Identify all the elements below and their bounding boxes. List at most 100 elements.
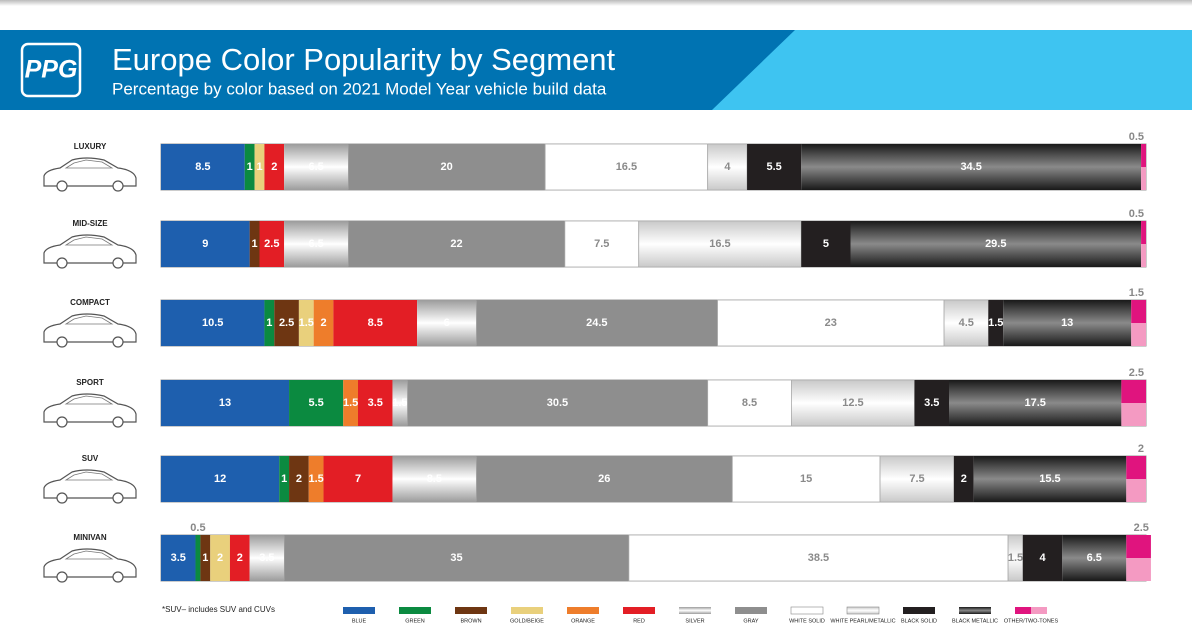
bar-segment (1126, 535, 1151, 558)
legend-swatch (846, 606, 880, 615)
bar-segment (161, 535, 196, 581)
category-label: SPORT (76, 378, 104, 387)
bar-segment (264, 300, 275, 346)
value-label: 8.5 (368, 317, 383, 329)
value-label: 2 (1138, 443, 1144, 455)
chart-title: Europe Color Popularity by Segment (112, 42, 616, 77)
value-label: 2 (961, 473, 967, 485)
value-label: 15.5 (1039, 473, 1060, 485)
value-label: 6 (444, 317, 450, 329)
bar-segment (407, 380, 708, 426)
bar-segment (279, 456, 290, 502)
bar-segment (879, 455, 955, 503)
bar-segment (717, 299, 945, 347)
top-shadow (0, 0, 1192, 6)
bar-segment (200, 535, 211, 581)
bar-segment (289, 456, 309, 502)
bar-segment (914, 380, 949, 426)
value-label: 38.5 (808, 552, 829, 564)
value-label: 13 (1061, 317, 1073, 329)
value-label: 9 (202, 238, 208, 250)
legend-label: GOLD/BEIGE (510, 618, 544, 624)
legend-label: GRAY (743, 618, 759, 624)
value-label: 12 (214, 473, 226, 485)
value-label: 4.5 (959, 317, 974, 329)
legend-label: GREEN (405, 618, 425, 624)
bar-segment (343, 380, 358, 426)
bar-segment (1062, 535, 1127, 581)
value-label: 15 (800, 473, 812, 485)
bar-segment (244, 144, 255, 190)
bar-segment-lower (1126, 558, 1151, 581)
category-label: LUXURY (74, 142, 107, 151)
bar-segment (259, 221, 285, 267)
value-label: 3.5 (924, 397, 939, 409)
bar-segment (544, 143, 709, 191)
bar-segment (323, 456, 393, 502)
bar-segment (284, 144, 349, 190)
bar-segment (210, 535, 230, 581)
legend-label: WHITE SOLID (789, 618, 825, 624)
bar-segment (392, 456, 477, 502)
legend-swatch (1015, 607, 1031, 614)
car-icon (43, 313, 137, 348)
value-label: 1 (247, 161, 253, 173)
value-label: 1 (256, 161, 262, 173)
legend-label: OTHER/TWO-TONES (1004, 618, 1059, 624)
bar-segment (254, 144, 265, 190)
legend-swatch (790, 606, 824, 615)
bar-segment (707, 143, 748, 191)
legend-swatch (399, 607, 431, 614)
value-label: 16.5 (616, 161, 637, 173)
bar-segment (284, 221, 349, 267)
value-label: 2 (271, 161, 277, 173)
legend-swatch (343, 607, 375, 614)
bar-segment (161, 456, 280, 502)
category-label: SUV (82, 454, 99, 463)
value-label: 1.5 (1008, 552, 1023, 564)
value-label: 30.5 (547, 397, 568, 409)
value-label: 6.5 (308, 161, 323, 173)
bar-segment-lower (1126, 479, 1146, 502)
legend-swatch (959, 607, 991, 614)
chart-subtitle: Percentage by color based on 2021 Model … (112, 79, 607, 98)
legend-label: BLACK SOLID (901, 618, 937, 624)
value-label: 0.5 (1129, 131, 1144, 143)
value-label: 6.5 (308, 238, 323, 250)
value-label: 5.5 (767, 161, 782, 173)
bar-segment (229, 535, 250, 581)
legend-label: ORANGE (571, 618, 595, 624)
value-label: 2.5 (264, 238, 279, 250)
value-label: 7.5 (909, 473, 924, 485)
bar-segment (417, 300, 477, 346)
value-label: 2.5 (1129, 367, 1144, 379)
bar-segment-lower (1131, 323, 1146, 346)
bar-segment (289, 380, 344, 426)
value-label: 8.5 (195, 161, 210, 173)
value-label: 6.5 (1087, 552, 1102, 564)
bar-segment (731, 455, 881, 503)
bar-segment (1126, 456, 1146, 479)
bar-segment (1022, 535, 1063, 581)
value-label: 5 (823, 238, 829, 250)
bar-segment-lower (1141, 167, 1146, 190)
bar-segment (264, 144, 285, 190)
value-label: 8.5 (742, 397, 757, 409)
car-icon (43, 234, 137, 269)
value-label: 7.5 (594, 238, 609, 250)
value-label: 7 (355, 473, 361, 485)
value-label: 34.5 (960, 161, 981, 173)
value-label: 2 (217, 552, 223, 564)
bar-segment (949, 380, 1122, 426)
value-label: 10.5 (202, 317, 223, 329)
value-label: 2 (320, 317, 326, 329)
value-label: 3.5 (368, 397, 383, 409)
value-label: 4 (1040, 552, 1047, 564)
value-label: 1.5 (988, 317, 1003, 329)
bar-segment (1121, 380, 1146, 403)
bar-segment (973, 456, 1127, 502)
logo-box (20, 42, 82, 98)
bar-segment (943, 299, 989, 347)
car-icon (43, 393, 137, 428)
